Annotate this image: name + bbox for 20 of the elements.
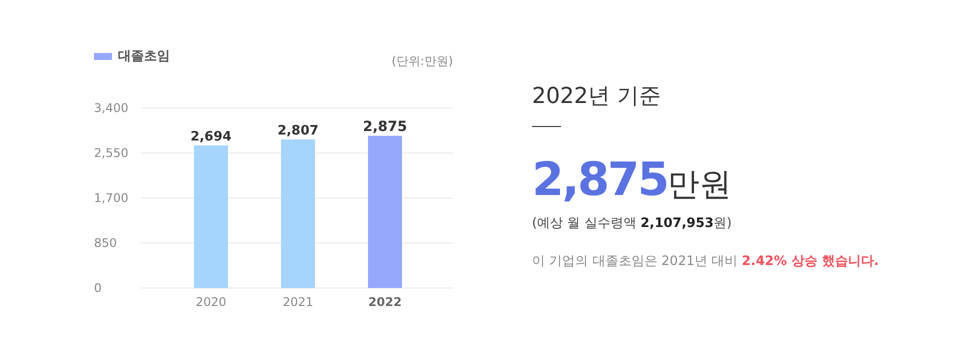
x-tick-label: 2021 — [282, 295, 314, 309]
data-label: 2,875 — [362, 118, 408, 135]
bar — [194, 145, 228, 288]
y-tick-label: 3,400 — [94, 101, 128, 116]
chart-subtitle: (단위:만원) — [392, 54, 453, 68]
data-label: 2,694 — [190, 129, 232, 144]
y-tick-label: 1,700 — [94, 191, 128, 206]
data-label: 2,807 — [277, 123, 319, 138]
y-tick-label: 0 — [94, 281, 102, 296]
bar — [368, 136, 402, 288]
y-tick-label: 850 — [94, 236, 117, 250]
bar — [281, 139, 315, 288]
text: (예상 월 실수령액 2,107,953원) — [532, 216, 732, 231]
x-tick-label: 2022 — [368, 295, 402, 309]
legend-label: 대졸초임 — [118, 49, 170, 64]
y-tick-label: 2,550 — [94, 146, 128, 160]
x-tick-label: 2020 — [196, 295, 226, 309]
text: 2022년 기준 — [532, 84, 661, 109]
text: 이 기업의 대졸초임은 2021년 대비 2.42% 상승 했습니다. — [532, 254, 879, 269]
text: 2,875만원 — [532, 152, 732, 206]
